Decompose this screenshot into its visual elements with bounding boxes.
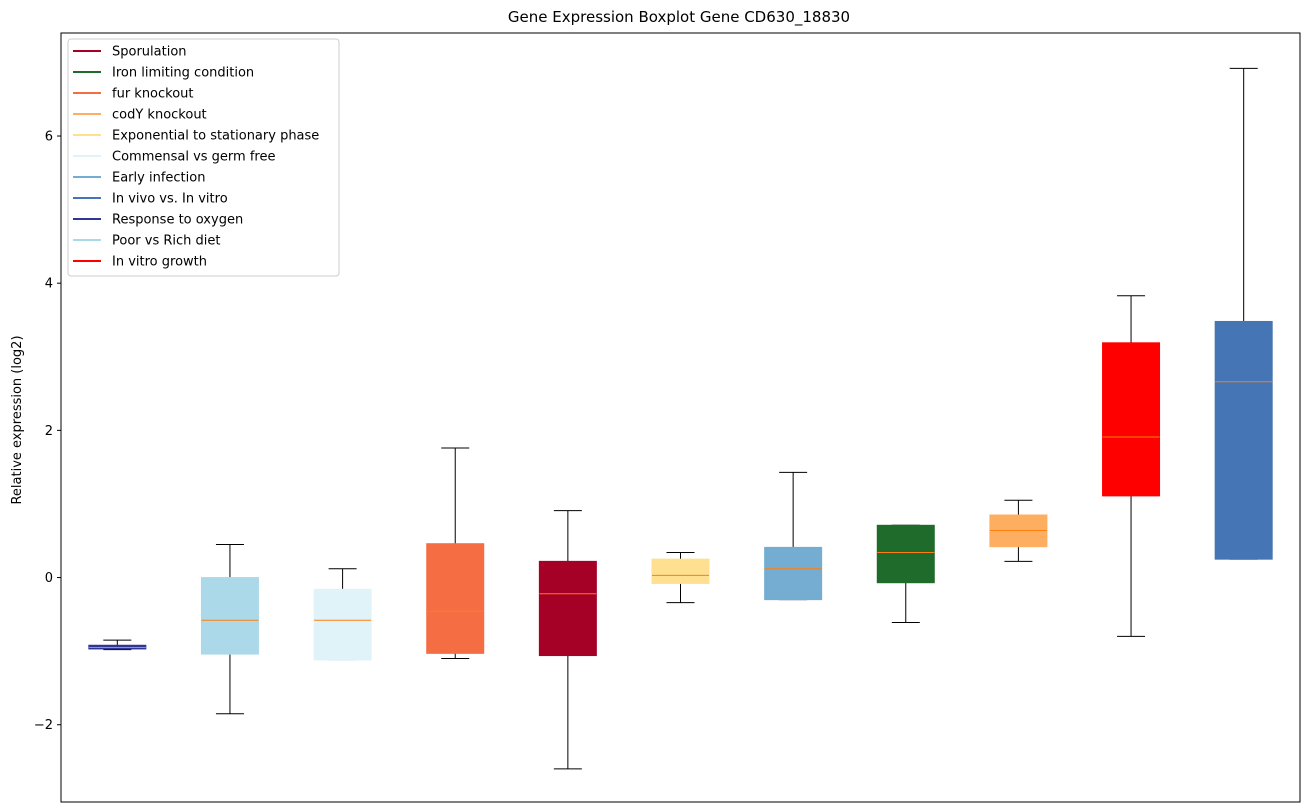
- legend: Sporulation Iron limiting condition fur kn…: [67, 38, 340, 277]
- iqr-box: [1102, 342, 1161, 497]
- legend-entry: In vitro growth: [73, 255, 207, 270]
- box-7: [764, 471, 823, 601]
- legend-entry: fur knockout: [73, 87, 194, 102]
- box-8: [876, 524, 935, 623]
- y-tick-label: 2: [45, 424, 53, 439]
- y-tick-label: 4: [45, 277, 53, 292]
- legend-label: Early infection: [112, 171, 205, 186]
- box-2: [200, 543, 259, 715]
- iqr-box: [426, 543, 485, 654]
- iqr-box: [200, 577, 259, 655]
- legend-label: In vivo vs. In vitro: [112, 192, 228, 207]
- legend-entry: Poor vs Rich diet: [73, 234, 220, 249]
- box-11: [1214, 67, 1273, 560]
- iqr-box: [538, 560, 597, 657]
- legend-frame: [67, 38, 340, 277]
- box-9: [989, 499, 1048, 562]
- legend-entry: Sporulation: [73, 45, 187, 60]
- legend-label: fur knockout: [112, 87, 194, 102]
- box-4: [426, 447, 485, 660]
- chart-title: Gene Expression Boxplot Gene CD630_18830: [508, 8, 850, 27]
- plot-frame: [60, 32, 1301, 803]
- legend-label: Sporulation: [112, 45, 187, 60]
- legend-entry: Commensal vs germ free: [73, 150, 275, 165]
- legend-entry: Early infection: [73, 171, 205, 186]
- box-6: [651, 552, 710, 604]
- y-tick-label: −2: [34, 718, 53, 733]
- box-3: [313, 568, 372, 661]
- box-1: [88, 639, 147, 651]
- box-10: [1102, 295, 1161, 637]
- legend-label: codY knockout: [112, 108, 207, 123]
- y-tick-label: 0: [45, 571, 53, 586]
- iqr-box: [1214, 320, 1273, 560]
- legend-label: Exponential to stationary phase: [112, 129, 319, 144]
- legend-entry: In vivo vs. In vitro: [73, 192, 228, 207]
- legend-label: Commensal vs germ free: [112, 150, 275, 165]
- iqr-box: [651, 558, 710, 584]
- y-tick-label: 6: [45, 130, 53, 145]
- y-axis-label: Relative expression (log2): [10, 335, 25, 504]
- iqr-box: [764, 546, 823, 601]
- legend-entry: Exponential to stationary phase: [73, 129, 319, 144]
- legend-entry: codY knockout: [73, 108, 207, 123]
- legend-entry: Response to oxygen: [73, 213, 243, 228]
- iqr-box: [313, 588, 372, 661]
- iqr-box: [876, 524, 935, 584]
- legend-label: In vitro growth: [112, 255, 207, 270]
- legend-label: Response to oxygen: [112, 213, 243, 228]
- legend-entry: Iron limiting condition: [73, 66, 254, 81]
- legend-label: Iron limiting condition: [112, 66, 254, 81]
- box-5: [538, 510, 597, 770]
- y-axis: −2 0 2 4 6: [34, 32, 1301, 803]
- plot-area: [88, 67, 1273, 770]
- legend-label: Poor vs Rich diet: [112, 234, 220, 249]
